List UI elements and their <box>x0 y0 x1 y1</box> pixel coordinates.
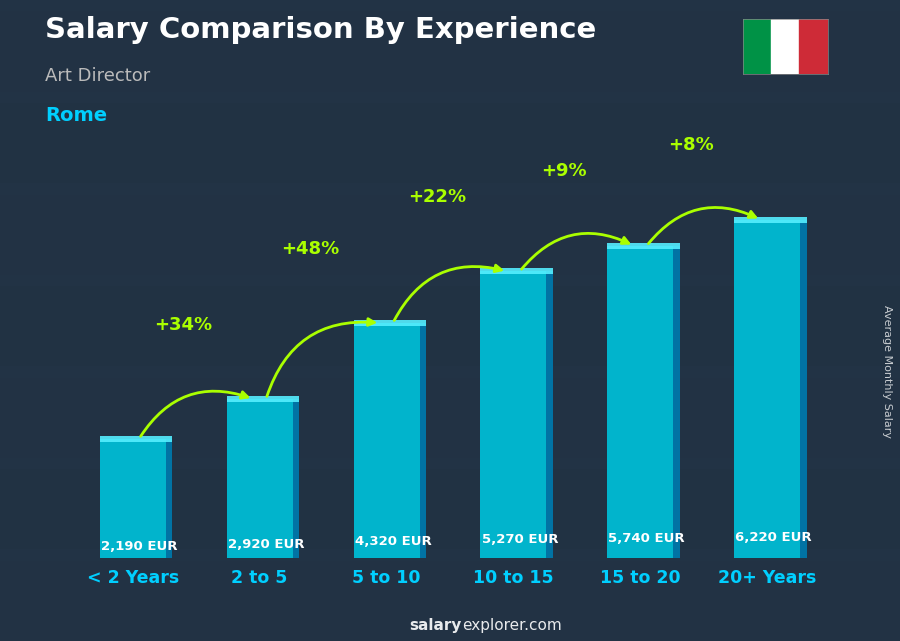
Text: 2,920 EUR: 2,920 EUR <box>228 538 304 551</box>
Bar <box>166 438 173 558</box>
Bar <box>227 396 300 402</box>
Bar <box>354 323 419 558</box>
Bar <box>481 271 546 558</box>
Bar <box>419 323 426 558</box>
Bar <box>100 436 173 442</box>
Bar <box>771 19 799 74</box>
Text: Art Director: Art Director <box>45 67 150 85</box>
Bar <box>673 246 680 558</box>
Text: 2,190 EUR: 2,190 EUR <box>101 540 177 553</box>
Text: salary: salary <box>410 619 462 633</box>
Bar <box>742 19 771 74</box>
Bar <box>546 271 553 558</box>
Bar <box>608 246 673 558</box>
Text: Rome: Rome <box>45 106 107 125</box>
Bar <box>734 220 800 558</box>
Bar <box>227 399 292 558</box>
Text: +34%: +34% <box>155 315 212 334</box>
Text: Average Monthly Salary: Average Monthly Salary <box>881 305 892 438</box>
Text: 5,740 EUR: 5,740 EUR <box>608 532 685 545</box>
Text: 5,270 EUR: 5,270 EUR <box>482 533 558 546</box>
Text: Salary Comparison By Experience: Salary Comparison By Experience <box>45 16 596 44</box>
Bar <box>799 19 828 74</box>
Text: +9%: +9% <box>542 162 587 180</box>
Text: +8%: +8% <box>668 137 714 154</box>
Text: 6,220 EUR: 6,220 EUR <box>735 531 812 544</box>
Bar <box>481 269 553 274</box>
Text: +22%: +22% <box>409 188 466 206</box>
Bar <box>292 399 300 558</box>
Text: +48%: +48% <box>282 240 339 258</box>
Bar <box>800 220 806 558</box>
Bar <box>100 438 166 558</box>
Bar <box>608 243 680 249</box>
Text: explorer.com: explorer.com <box>462 619 562 633</box>
Bar <box>734 217 806 222</box>
Bar <box>354 320 426 326</box>
Text: 4,320 EUR: 4,320 EUR <box>355 535 431 548</box>
